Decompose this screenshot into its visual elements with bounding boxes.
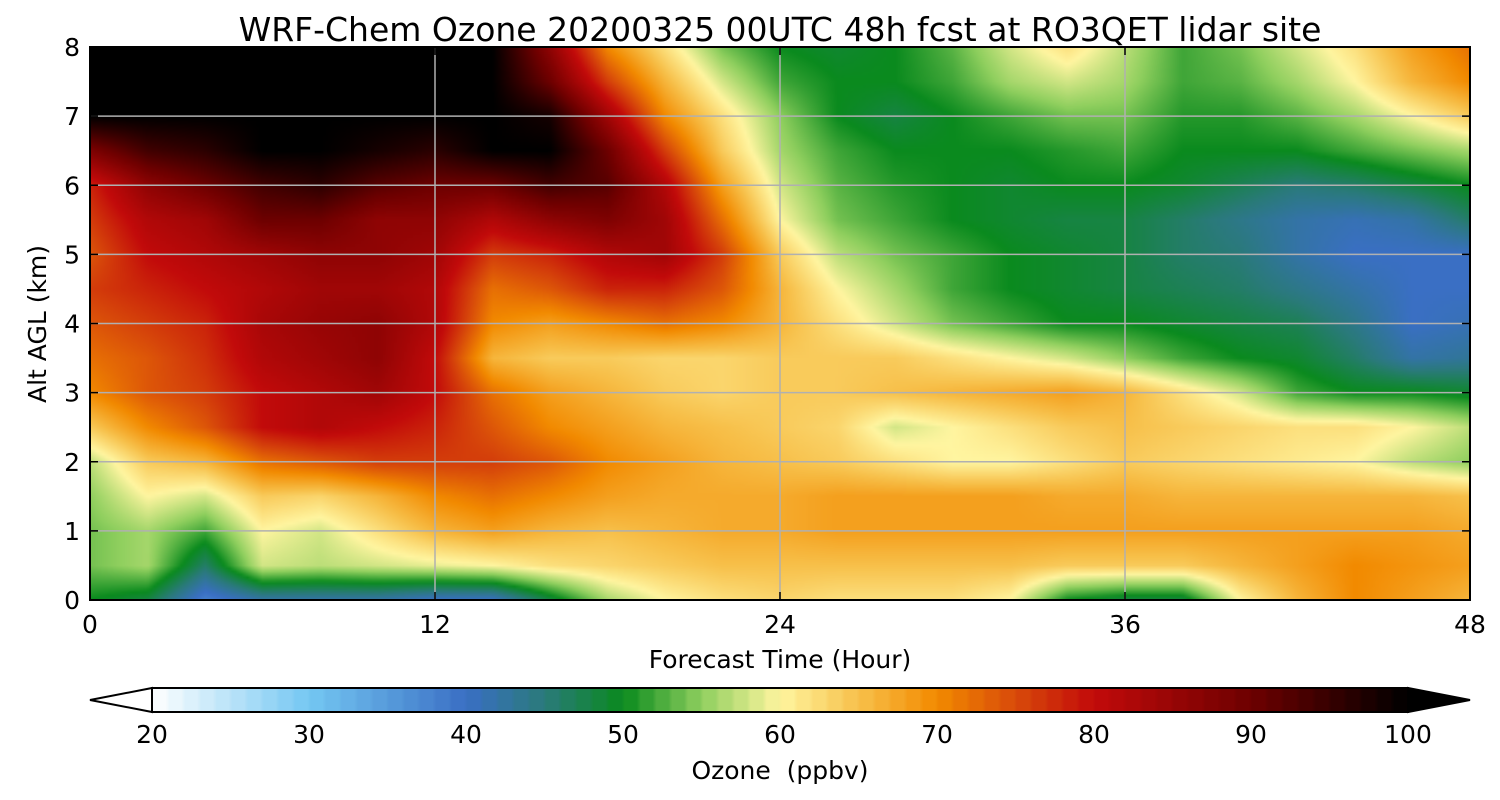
colorbar-tick-label: 60 (764, 720, 796, 749)
colorbar-extend-low (89, 686, 153, 714)
y-tick-label: 5 (64, 240, 80, 269)
y-tick-label: 2 (64, 448, 80, 477)
chart-title: WRF-Chem Ozone 20200325 00UTC 48h fcst a… (239, 10, 1322, 49)
y-tick-label: 6 (64, 171, 80, 200)
colorbar-tick-label: 100 (1384, 720, 1432, 749)
y-tick-label: 4 (64, 310, 80, 339)
colorbar-label: Ozone (ppbv) (691, 756, 868, 785)
colorbar-tick-label: 80 (1078, 720, 1110, 749)
colorbar-tick-label: 90 (1235, 720, 1267, 749)
y-axis-label: Alt AGL (km) (23, 245, 52, 403)
colorbar-extend-high (1407, 686, 1471, 714)
colorbar-tick-label: 70 (921, 720, 953, 749)
y-tick-label: 1 (64, 517, 80, 546)
colorbar-gradient (152, 688, 1408, 712)
colorbar-tick-label: 50 (607, 720, 639, 749)
y-tick-label: 7 (64, 102, 80, 131)
y-axis-ticks: 0 1 2 3 4 5 6 7 8 (64, 33, 1470, 615)
x-tick-label: 0 (82, 610, 98, 639)
colorbar: 20 30 40 50 60 70 80 90 100 Ozone (ppbv) (89, 686, 1471, 785)
x-tick-label: 12 (419, 610, 451, 639)
colorbar-tick-label: 30 (293, 720, 325, 749)
x-axis-ticks: 0 12 24 36 48 (82, 47, 1486, 639)
x-tick-label: 36 (1109, 610, 1141, 639)
x-tick-label: 24 (764, 610, 796, 639)
colorbar-ticks: 20 30 40 50 60 70 80 90 100 (136, 720, 1432, 749)
x-tick-label: 48 (1454, 610, 1486, 639)
y-tick-label: 8 (64, 33, 80, 62)
y-tick-label: 3 (64, 379, 80, 408)
colorbar-frame (151, 687, 1409, 713)
colorbar-tick-label: 20 (136, 720, 168, 749)
x-axis-label: Forecast Time (Hour) (649, 645, 912, 674)
y-tick-label: 0 (64, 586, 80, 615)
colorbar-tick-label: 40 (450, 720, 482, 749)
